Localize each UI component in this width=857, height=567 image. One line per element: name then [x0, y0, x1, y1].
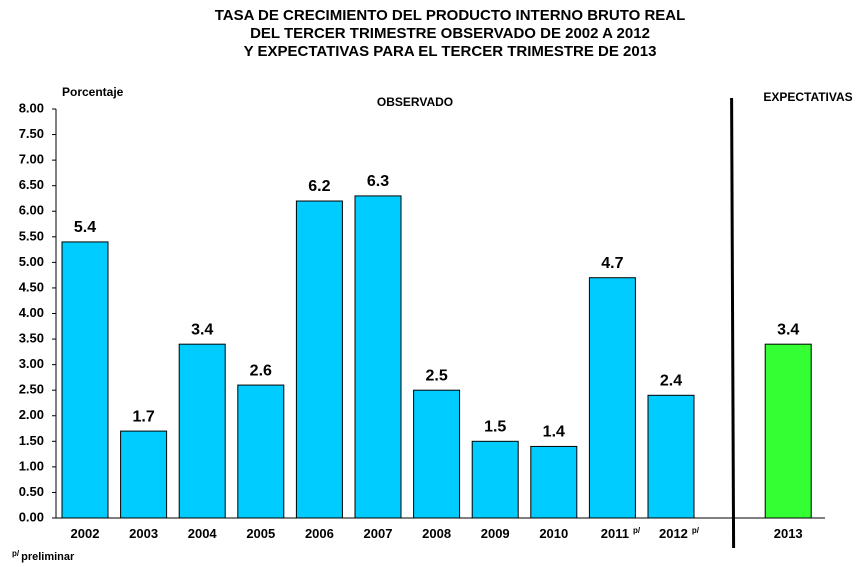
category: 2012: [659, 526, 688, 541]
chart-title: Y EXPECTATIVAS PARA EL TERCER TRIMESTRE …: [244, 43, 657, 60]
y-tick-label: 2.50: [19, 382, 44, 397]
y-tick-label: 2.00: [19, 407, 44, 422]
bar: [764, 343, 812, 519]
y-tick-label: 6.00: [19, 203, 44, 218]
y-tick-label: 1.00: [19, 458, 44, 473]
y-tick-label: 7.50: [19, 126, 44, 141]
chart-title: TASA DE CRECIMIENTO DEL PRODUCTO INTERNO…: [215, 7, 686, 24]
bar: [237, 384, 285, 519]
value-label: 3.4: [191, 321, 213, 338]
y-tick-label: 0.00: [19, 509, 44, 524]
category: 2003: [129, 526, 158, 541]
x-tick-label: 2009: [481, 526, 510, 541]
category: 2005: [246, 526, 275, 541]
y-tick-label: 3.50: [19, 331, 44, 346]
chart-title: DEL TERCER TRIMESTRE OBSERVADO DE 2002 A…: [250, 25, 650, 42]
separator: [730, 97, 736, 549]
category: 2011: [601, 526, 629, 541]
value-label: 5.4: [74, 219, 96, 236]
category: 2002: [71, 526, 100, 541]
y-tick-label: 8.00: [19, 100, 44, 115]
bar: [120, 430, 168, 519]
y-tick-label: 3.00: [19, 356, 44, 371]
y-tick-label: 5.50: [19, 228, 44, 243]
x-tick-label: 2007: [364, 526, 393, 541]
value-label: 1.7: [132, 408, 154, 425]
x-tick-label: 2004: [188, 526, 218, 541]
value-label: 3.4: [777, 321, 799, 338]
bar: [295, 200, 343, 519]
bar: [354, 195, 402, 519]
footnote-text: preliminar: [21, 551, 75, 563]
x-tick-label: 2005: [246, 526, 275, 541]
value-label: 2.6: [250, 362, 272, 379]
category: 2004: [188, 526, 218, 541]
annotation: EXPECTATIVAS: [763, 90, 852, 104]
footnote: p/preliminar: [12, 549, 75, 563]
x-tick-label: 2013: [774, 526, 803, 541]
y-tick-label: 5.00: [19, 254, 44, 269]
y-tick-label: 0.50: [19, 484, 44, 499]
annotation: OBSERVADO: [377, 95, 453, 109]
bar: [647, 394, 695, 519]
category: 2007: [364, 526, 393, 541]
y-tick-label: 4.00: [19, 305, 44, 320]
bar: [471, 440, 519, 519]
x-tick-label: 2006: [305, 526, 334, 541]
value-label: 2.5: [425, 367, 447, 384]
category: 2010: [539, 526, 568, 541]
category: 2006: [305, 526, 334, 541]
category: 2008: [422, 526, 451, 541]
x-tick-label: 2010: [539, 526, 568, 541]
category-note: p/: [633, 526, 641, 535]
y-tick-label: 7.00: [19, 152, 44, 167]
x-tick-label: 2008: [422, 526, 451, 541]
y-tick-label: 6.50: [19, 177, 44, 192]
value-label: 2.4: [660, 373, 682, 390]
x-tick-label: 2012 p/: [659, 526, 700, 541]
x-tick-label: 2003: [129, 526, 158, 541]
bar: [530, 445, 578, 519]
value-label: 6.3: [367, 173, 389, 190]
bar: [61, 241, 109, 519]
y-axis-label: Porcentaje: [62, 85, 124, 99]
footnote-mark: p/: [12, 549, 20, 558]
value-label: 1.5: [484, 419, 506, 436]
value-label: 6.2: [308, 178, 330, 195]
bar: [588, 277, 636, 519]
value-label: 4.7: [601, 255, 623, 272]
y-tick-label: 1.50: [19, 433, 44, 448]
category: 2009: [481, 526, 510, 541]
category-note: p/: [692, 526, 700, 535]
category: 2013: [774, 526, 803, 541]
y-tick-label: 4.50: [19, 279, 44, 294]
x-tick-label: 2002: [71, 526, 100, 541]
x-tick-label: 2011 p/: [601, 526, 641, 541]
value-label: 1.4: [543, 424, 565, 441]
bar: [413, 389, 461, 519]
bar: [178, 343, 226, 519]
